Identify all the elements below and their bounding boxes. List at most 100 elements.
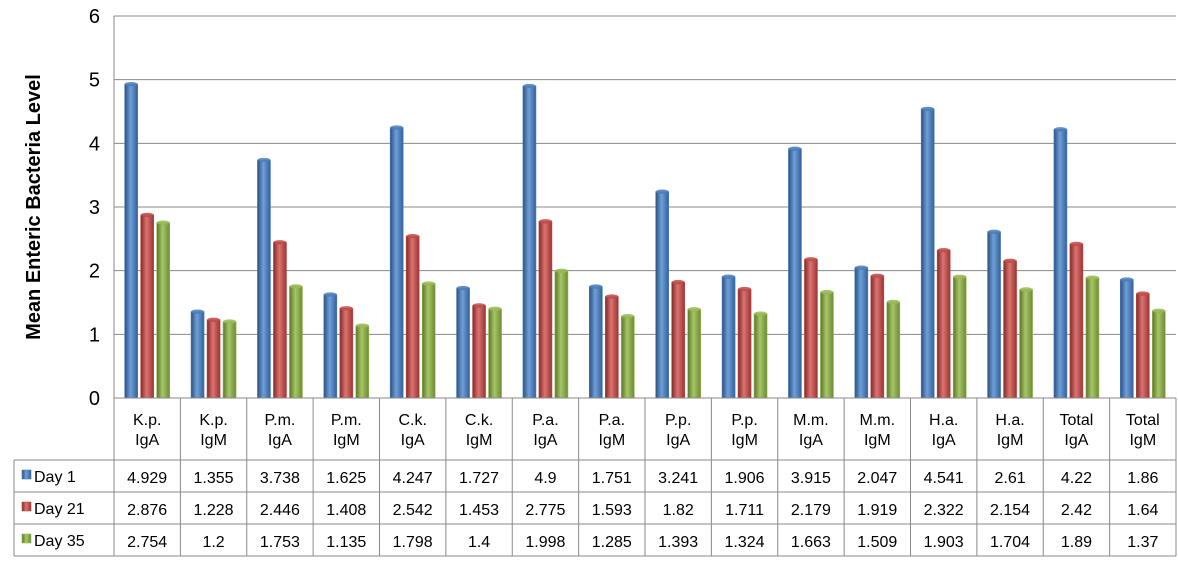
bar-day-21 bbox=[671, 281, 685, 399]
bar-day-1 bbox=[522, 85, 537, 399]
bar-day-1 bbox=[920, 108, 935, 399]
bar-top bbox=[1069, 241, 1083, 247]
bar-top bbox=[921, 106, 935, 112]
data-label: 1.64 bbox=[1127, 502, 1158, 519]
data-label: 4.247 bbox=[393, 470, 433, 487]
y-tick-label: 4 bbox=[89, 133, 100, 155]
bar-day-21 bbox=[206, 319, 221, 399]
bar-day-21 bbox=[737, 288, 752, 399]
bar-top bbox=[323, 292, 337, 297]
bar-day-21 bbox=[936, 249, 951, 399]
bar-day-35 bbox=[687, 309, 701, 399]
data-label: 2.61 bbox=[994, 470, 1025, 487]
category-label-line: IgM bbox=[731, 432, 758, 449]
data-label: 1.4 bbox=[468, 534, 490, 551]
data-label: 1.355 bbox=[194, 470, 234, 487]
category-label-line: H.a. bbox=[929, 412, 958, 429]
category-label-line: IgM bbox=[333, 432, 360, 449]
bar-top bbox=[788, 146, 802, 151]
category-label: H.a. IgA bbox=[929, 412, 958, 449]
data-label: 1.2 bbox=[202, 534, 224, 551]
bar-top bbox=[671, 279, 685, 285]
bar-day-21 bbox=[472, 305, 486, 399]
bar-top bbox=[1120, 277, 1134, 282]
bar-day-21 bbox=[1003, 260, 1017, 399]
bar-top bbox=[554, 268, 568, 273]
category-label-line: IgM bbox=[997, 432, 1024, 449]
data-label: 1.324 bbox=[725, 534, 765, 551]
bar-day-21 bbox=[339, 308, 354, 399]
bar-day-21 bbox=[605, 296, 619, 399]
bar-top bbox=[621, 313, 635, 319]
bar-top bbox=[937, 247, 951, 253]
bar-day-1 bbox=[854, 267, 869, 399]
data-label: 1.903 bbox=[924, 534, 964, 551]
bar-top bbox=[687, 307, 701, 312]
bar-top bbox=[804, 257, 818, 262]
bar-day-1 bbox=[124, 83, 138, 399]
bar-top bbox=[1152, 308, 1166, 313]
bar-day-35 bbox=[1085, 277, 1100, 399]
bar-day-1 bbox=[190, 311, 205, 399]
y-axis-title: Mean Enteric Bacteria Level bbox=[23, 74, 45, 340]
category-label-line: IgA bbox=[268, 432, 292, 449]
category-label: H.a. IgM bbox=[995, 412, 1024, 449]
y-tick-label: 0 bbox=[89, 388, 100, 410]
category-label-line: P.m. bbox=[331, 412, 362, 429]
y-tick-label: 5 bbox=[89, 70, 100, 92]
category-label-line: P.m. bbox=[265, 412, 296, 429]
bar-top bbox=[223, 319, 237, 324]
bar-top bbox=[355, 323, 369, 328]
category-label-line: M.m. bbox=[860, 412, 896, 429]
category-label-line: H.a. bbox=[995, 412, 1024, 429]
category-label: M.m. IgM bbox=[860, 412, 896, 449]
bar-day-35 bbox=[886, 301, 901, 399]
bar-top bbox=[589, 284, 603, 289]
category-label-line: P.a. bbox=[599, 412, 625, 429]
category-label-line: IgM bbox=[466, 432, 493, 449]
bar-top bbox=[289, 284, 303, 289]
data-label: 3.915 bbox=[791, 470, 831, 487]
bar-day-35 bbox=[355, 325, 370, 399]
category-label: C.k. IgA bbox=[398, 412, 426, 449]
bar-top bbox=[488, 306, 502, 312]
data-label: 1.89 bbox=[1061, 534, 1092, 551]
category-label-line: IgM bbox=[864, 432, 891, 449]
category-label-line: IgM bbox=[1129, 432, 1156, 449]
bar-top bbox=[472, 303, 486, 308]
bar-top bbox=[140, 212, 154, 218]
bar-top bbox=[191, 309, 205, 314]
bar-day-1 bbox=[655, 191, 669, 399]
data-label: 2.542 bbox=[393, 502, 433, 519]
bar-day-1 bbox=[389, 127, 404, 399]
data-label: 1.82 bbox=[663, 502, 694, 519]
category-label: K.p. IgA bbox=[133, 412, 161, 449]
data-label: 2.322 bbox=[924, 502, 964, 519]
bar-top bbox=[156, 220, 170, 225]
category-label-line: C.k. bbox=[398, 412, 426, 429]
bar-day-35 bbox=[222, 321, 237, 399]
bar-day-21 bbox=[1069, 243, 1084, 399]
bar-day-35 bbox=[421, 283, 436, 399]
data-label: 4.541 bbox=[924, 470, 964, 487]
bar-top bbox=[987, 229, 1001, 235]
bar-day-35 bbox=[952, 276, 967, 399]
bar-top bbox=[655, 189, 669, 194]
bar-top bbox=[1053, 127, 1067, 132]
data-label: 2.446 bbox=[260, 502, 300, 519]
data-label: 4.9 bbox=[534, 470, 556, 487]
data-label: 3.241 bbox=[658, 470, 698, 487]
bar-top bbox=[1136, 291, 1150, 296]
category-label: Total IgA bbox=[1060, 412, 1094, 449]
axes: 0 1 2 3 4 5 6 Mean Enteric Bacteria Level bbox=[23, 6, 115, 410]
y-tick-label: 3 bbox=[89, 197, 100, 219]
category-label-line: Total bbox=[1126, 412, 1160, 429]
bar-day-35 bbox=[156, 222, 170, 399]
bars bbox=[124, 81, 1166, 399]
bar-top bbox=[406, 233, 420, 239]
category-label: P.a. IgA bbox=[532, 412, 558, 449]
bar-top bbox=[738, 286, 752, 292]
category-label: P.a. IgM bbox=[598, 412, 625, 449]
data-label: 1.509 bbox=[857, 534, 897, 551]
